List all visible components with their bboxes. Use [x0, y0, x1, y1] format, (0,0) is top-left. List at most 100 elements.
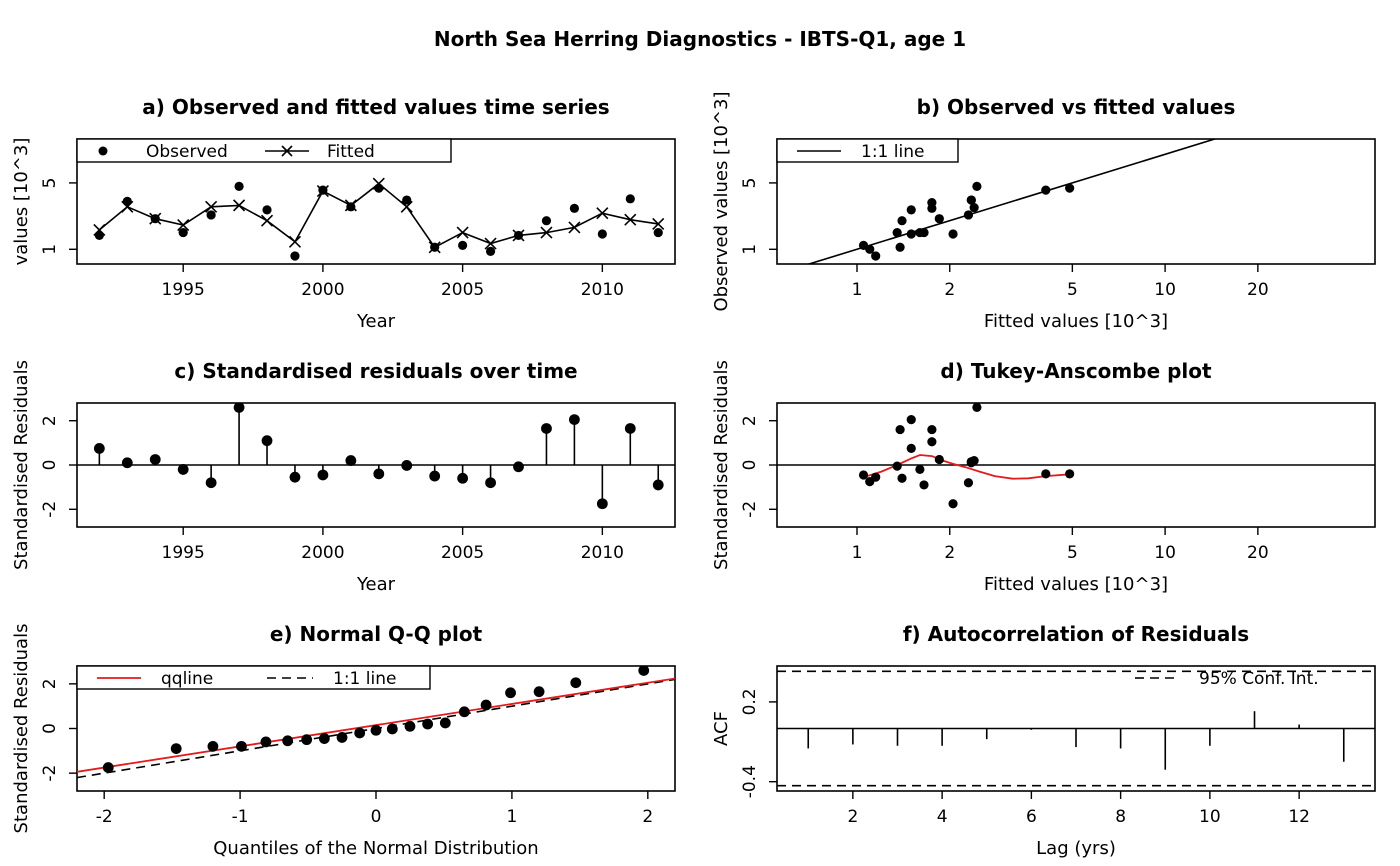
x-tick-label: 12	[1288, 807, 1310, 827]
identity-line	[806, 139, 1218, 264]
x-axis-label: Lag (yrs)	[1036, 838, 1116, 859]
scatter-point	[927, 437, 937, 447]
observed-point	[150, 214, 160, 224]
residual-point	[317, 469, 329, 481]
panel-title: c) Standardised residuals over time	[174, 359, 577, 383]
residual-point	[289, 471, 301, 483]
scatter-point	[927, 203, 937, 213]
scatter-point	[906, 443, 916, 453]
qq-point	[404, 720, 416, 732]
x-tick-label: 6	[1026, 807, 1037, 827]
x-tick-label: 2000	[301, 280, 344, 300]
fitted-point	[624, 213, 637, 226]
x-tick-label: 2	[847, 807, 858, 827]
y-tick-label: 2	[740, 415, 760, 426]
observed-point	[430, 242, 440, 252]
scatter-point	[948, 499, 958, 509]
fitted-point	[484, 237, 497, 250]
fitted-point	[233, 199, 246, 212]
residual-point	[121, 457, 133, 469]
fitted-point	[177, 218, 190, 232]
observed-point	[346, 202, 356, 212]
fitted-series-line	[98, 182, 659, 249]
plot-area	[77, 666, 675, 779]
panel-d: d) Tukey-Anscombe plot Fitted values [10^…	[711, 359, 1376, 595]
scatter-point	[972, 403, 982, 413]
legend-fitted-label: Fitted	[327, 142, 375, 162]
residual-point	[401, 460, 413, 471]
residual-point	[149, 454, 161, 465]
scatter-point	[927, 424, 937, 435]
qq-point	[354, 727, 366, 739]
panel-title: b) Observed vs fitted values	[917, 95, 1236, 119]
observed-point	[262, 205, 272, 215]
panel-e: e) Normal Q-Q plot Quantiles of the Norma…	[11, 622, 676, 859]
qq-point	[336, 732, 348, 743]
residual-point	[624, 423, 636, 434]
x-tick-label: 2005	[441, 543, 484, 563]
qq-point	[282, 735, 294, 747]
fitted-point	[540, 226, 553, 239]
legend-ci-label: 95% Conf. Int.	[1199, 669, 1319, 689]
scatter-point	[948, 229, 958, 239]
x-tick-label: -2	[96, 807, 113, 827]
x-tick-label: 5	[1067, 280, 1078, 300]
qq-point	[207, 740, 219, 752]
qq-point	[318, 733, 330, 744]
residual-point	[345, 455, 357, 466]
y-tick-label: 2	[40, 678, 60, 689]
x-tick-label: 1	[852, 280, 863, 300]
panel-title: a) Observed and fitted values time serie…	[142, 95, 609, 119]
residual-point	[429, 470, 441, 482]
scatter-point	[895, 424, 905, 435]
y-axis-label: ACF	[711, 711, 732, 746]
legend-identity-label: 1:1 line	[333, 669, 396, 689]
observed-point	[513, 230, 524, 241]
y-tick-label: 0	[40, 723, 60, 734]
x-tick-label: 5	[1067, 543, 1078, 563]
observed-point	[653, 227, 663, 238]
qq-point	[533, 686, 545, 698]
scatter-point	[972, 181, 982, 191]
x-tick-label: 20	[1247, 280, 1269, 300]
panel-a: a) Observed and fitted values time serie…	[11, 95, 676, 332]
x-axis-label: Fitted values [10^3]	[984, 311, 1168, 332]
qq-point	[638, 666, 650, 676]
qq-point	[170, 743, 182, 754]
x-axis-label: Year	[356, 311, 396, 332]
scatter-point	[966, 195, 976, 205]
x-tick-label: 2000	[301, 543, 344, 563]
x-tick-label: 1	[506, 807, 517, 827]
y-tick-label: 1	[740, 244, 760, 255]
scatter-point	[969, 202, 979, 213]
y-tick-label: 5	[40, 177, 60, 188]
observed-point	[94, 230, 104, 241]
y-tick-label: 0	[40, 460, 60, 471]
panel-title: d) Tukey-Anscombe plot	[940, 359, 1212, 383]
scatter-point	[1041, 469, 1051, 479]
residual-point	[485, 477, 496, 489]
observed-point	[625, 194, 635, 204]
observed-point	[541, 216, 552, 226]
legend-box	[776, 138, 959, 163]
plot-area	[777, 403, 1375, 509]
observed-point	[569, 203, 580, 213]
plot-area	[93, 177, 665, 261]
plot-area	[777, 670, 1375, 787]
scatter-point	[858, 470, 869, 480]
x-tick-label: 2005	[441, 280, 484, 300]
y-axis-label: Standardised Residuals	[11, 624, 32, 834]
y-tick-label: -0.4	[740, 765, 760, 798]
scatter-point	[1041, 185, 1051, 195]
plot-frame	[776, 138, 1376, 265]
legend-fitted-symbol	[281, 145, 293, 157]
x-tick-label: 20	[1247, 543, 1269, 563]
x-tick-label: -1	[232, 807, 249, 827]
x-axis-label: Quantiles of the Normal Distribution	[213, 838, 538, 859]
x-tick-label: 2010	[581, 543, 624, 563]
y-tick-label: 1	[40, 244, 60, 255]
scatter-point	[897, 473, 907, 483]
fitted-point	[400, 200, 413, 213]
fitted-point	[568, 221, 581, 234]
x-tick-label: 10	[1154, 280, 1176, 300]
